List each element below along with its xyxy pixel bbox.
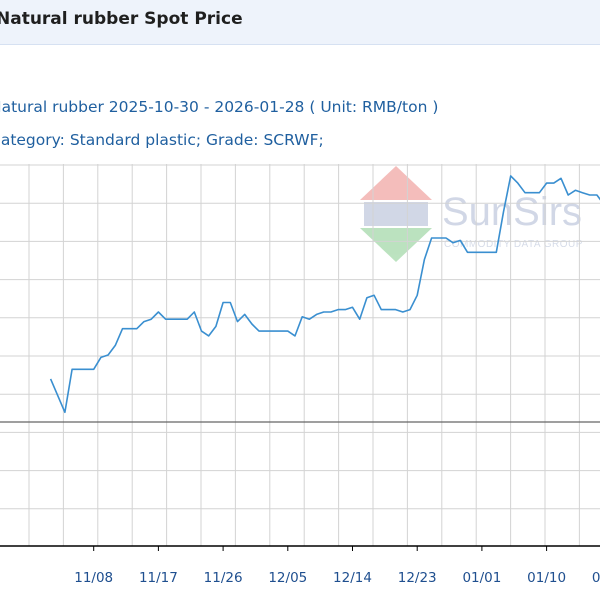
x-tick-label: 01/19: [592, 570, 600, 586]
date-range-subtitle: Natural rubber 2025-10-30 - 2026-01-28 (…: [0, 98, 439, 116]
watermark-logo: SunSirs COMMODITY DATA GROUP: [360, 166, 583, 262]
logo-roof: [360, 166, 432, 200]
chart-title-bar: Natural rubber Spot Price: [0, 0, 600, 45]
price-series-line: [49, 175, 600, 414]
x-tick-label: 11/08: [74, 570, 113, 586]
x-tick-label: 11/26: [204, 570, 243, 586]
logo-base: [360, 228, 432, 262]
x-tick-label: 01/10: [527, 570, 566, 586]
x-tick-label: 12/05: [268, 570, 307, 586]
logo-body: [364, 202, 428, 226]
x-tick-label: 12/23: [398, 570, 437, 586]
watermark-brand: SunSirs: [442, 190, 582, 234]
x-tick-label: 01/01: [462, 570, 501, 586]
chart-title: Natural rubber Spot Price: [0, 9, 243, 29]
watermark-tagline: COMMODITY DATA GROUP: [444, 239, 583, 250]
category-subtitle: Category: Standard plastic; Grade: SCRWF…: [0, 131, 324, 149]
x-tick-label: 11/17: [139, 570, 178, 586]
x-tick-label: 12/14: [333, 570, 372, 586]
